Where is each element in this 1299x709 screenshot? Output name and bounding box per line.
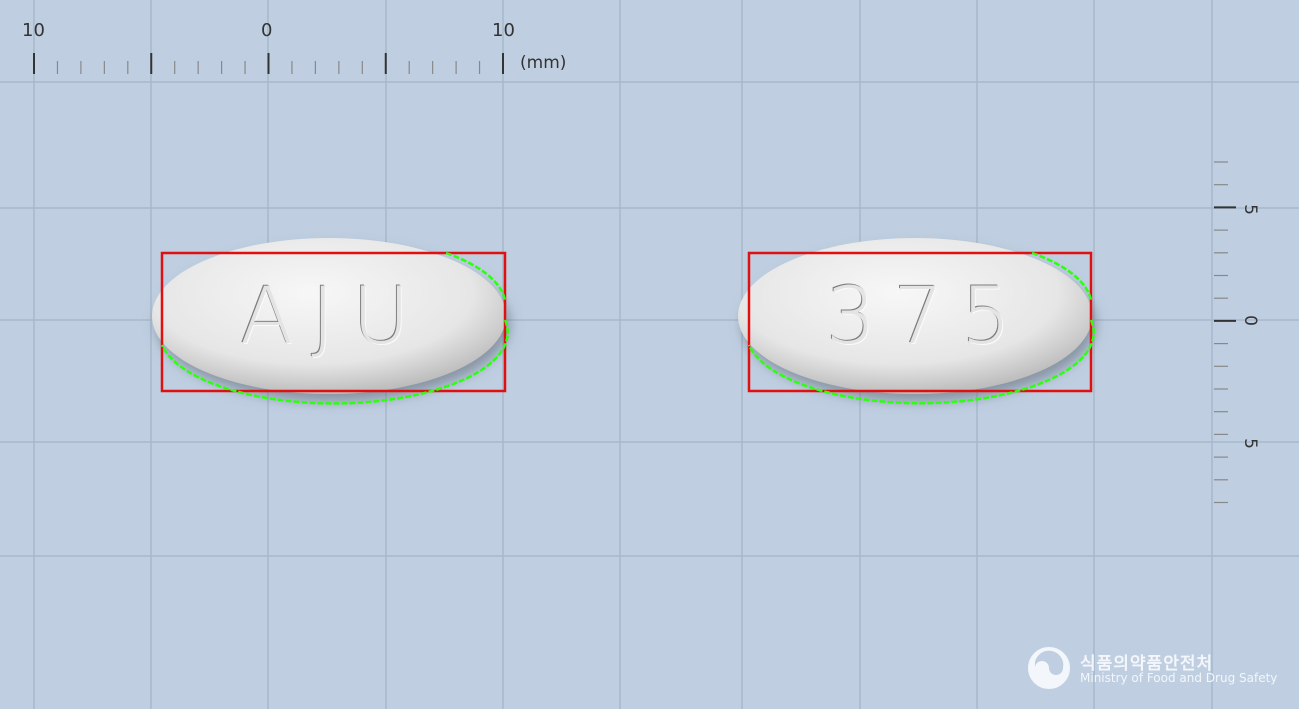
mfds-logo: 식품의약품안전처 Ministry of Food and Drug Safet… bbox=[1028, 647, 1288, 691]
unit-label: (mm) bbox=[520, 53, 567, 73]
v-tick-label-top: 5 bbox=[1239, 204, 1260, 215]
v-tick-label-bottom: 5 bbox=[1239, 438, 1260, 449]
v-tick-label-zero: 0 bbox=[1239, 315, 1260, 326]
pill-back-contour bbox=[747, 251, 1095, 405]
logo-korean-text: 식품의약품안전처 bbox=[1080, 654, 1214, 674]
pill-front-body bbox=[152, 238, 506, 394]
pill-back bbox=[738, 238, 1095, 405]
h-tick-label-left: 10 bbox=[22, 20, 45, 41]
logo-english-text: Ministry of Food and Drug Safety bbox=[1080, 671, 1278, 685]
pill-front-imprint: AJU bbox=[240, 272, 428, 362]
horizontal-ruler bbox=[33, 53, 504, 74]
h-tick-label-right: 10 bbox=[492, 20, 515, 41]
mfds-emblem-icon bbox=[1028, 647, 1070, 689]
pill-back-body bbox=[738, 238, 1092, 394]
h-tick-label-zero: 0 bbox=[261, 20, 273, 41]
pill-front bbox=[152, 238, 509, 405]
vertical-ruler bbox=[1214, 161, 1236, 504]
pill-back-imprint: 375 bbox=[826, 272, 1029, 362]
pill-front-contour bbox=[160, 251, 509, 405]
